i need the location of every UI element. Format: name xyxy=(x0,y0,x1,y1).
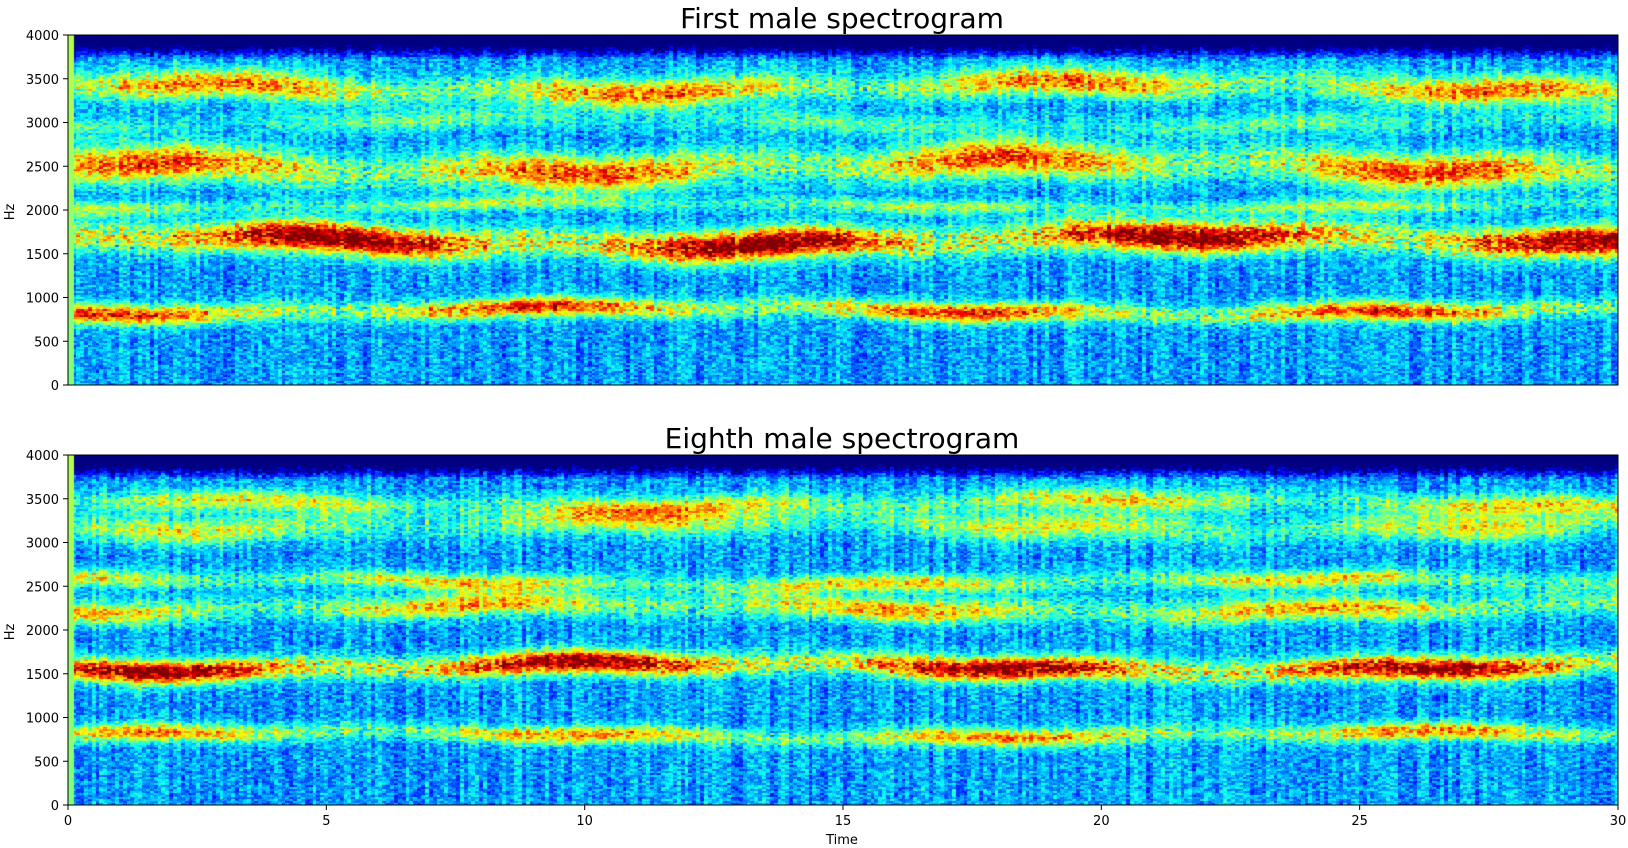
chart-title: First male spectrogram xyxy=(680,2,1004,35)
chart-title: Eighth male spectrogram xyxy=(665,422,1020,455)
y-tick-label: 1000 xyxy=(26,712,59,727)
y-axis: 0 500 1000 1500 2000 2500 3000 3500 4000 xyxy=(26,449,68,814)
x-tick-label: 15 xyxy=(835,814,852,829)
y-tick-label: 0 xyxy=(51,379,59,394)
x-axis-label: Time xyxy=(825,833,858,848)
spectrogram-image xyxy=(68,455,1618,805)
spectrogram-panel-first: First male spectrogram Hz 0 500 1000 1500 20… xyxy=(3,2,1619,394)
x-tick-label: 25 xyxy=(1351,814,1368,829)
y-axis-label: Hz xyxy=(3,204,18,221)
y-tick-label: 3000 xyxy=(26,117,59,132)
y-axis: 0 500 1000 1500 2000 2500 3000 3500 4000 xyxy=(26,29,68,394)
x-axis: 0 5 10 15 20 25 30 xyxy=(64,805,1626,829)
y-tick-label: 3000 xyxy=(26,537,59,552)
y-tick-label: 3500 xyxy=(26,493,59,508)
y-tick-label: 2500 xyxy=(26,580,59,595)
y-tick-label: 1500 xyxy=(26,668,59,683)
x-tick-label: 0 xyxy=(64,814,72,829)
x-tick-label: 30 xyxy=(1610,814,1627,829)
y-tick-label: 4000 xyxy=(26,29,59,44)
y-tick-label: 1000 xyxy=(26,292,59,307)
y-axis-label: Hz xyxy=(3,624,18,641)
y-tick-label: 4000 xyxy=(26,449,59,464)
y-tick-label: 2000 xyxy=(26,624,59,639)
y-tick-label: 500 xyxy=(34,755,59,770)
x-tick-label: 5 xyxy=(322,814,330,829)
y-tick-label: 2000 xyxy=(26,204,59,219)
y-tick-label: 0 xyxy=(51,799,59,814)
y-tick-label: 3500 xyxy=(26,73,59,88)
x-tick-label: 10 xyxy=(576,814,593,829)
y-tick-label: 1500 xyxy=(26,248,59,263)
spectrogram-panel-eighth: Eighth male spectrogram Hz 0 500 1000 1500 2… xyxy=(3,422,1626,848)
spectrogram-image xyxy=(68,35,1618,385)
x-tick-label: 20 xyxy=(1093,814,1110,829)
y-tick-label: 500 xyxy=(34,335,59,350)
y-tick-label: 2500 xyxy=(26,160,59,175)
